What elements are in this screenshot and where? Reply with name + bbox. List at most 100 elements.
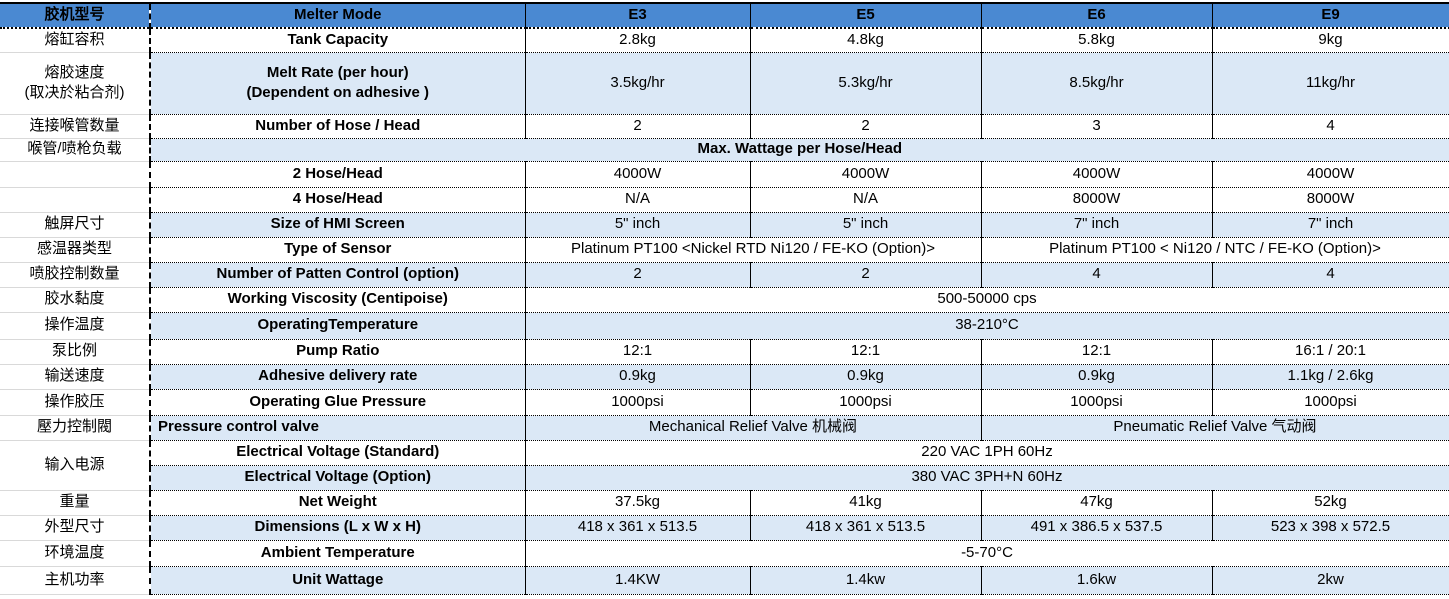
- model-header--e3-cell: E3: [525, 2, 751, 29]
- patten-control--en-label-cell: Number of Patten Control (option): [149, 262, 526, 288]
- melt-rate--e9-cell: 11kg/hr: [1212, 52, 1449, 115]
- number-of-hose-head-row: 连接喉管数量 Number of Hose / Head 2 2 3 4: [0, 114, 1449, 139]
- unit-wattage--e6-cell: 1.6kw: [981, 566, 1213, 595]
- wattage-4-hose-head--e6-cell: 8000W: [981, 187, 1213, 213]
- wattage-2-hose-head--e3-cell: 4000W: [525, 161, 751, 188]
- unit-wattage--e3-cell: 1.4KW: [525, 566, 751, 595]
- sensor-type--e6-cell: Platinum PT100 < Ni120 / NTC / FE-KO (Op…: [981, 237, 1449, 263]
- cell-line: 熔胶速度: [44, 63, 105, 81]
- wattage-2-hose-head--e6-cell: 4000W: [981, 161, 1213, 188]
- net-weight--e9-cell: 52kg: [1212, 490, 1449, 516]
- max-wattage--en-label-cell: Max. Wattage per Hose/Head: [149, 138, 1449, 162]
- electrical-voltage-standard-row: 输入电源 Electrical Voltage (Standard) 220 VAC…: [0, 440, 1449, 491]
- hmi-screen-size--e3-cell: 5" inch: [525, 212, 751, 238]
- net-weight--e3-cell: 37.5kg: [525, 490, 751, 516]
- melt-rate--e3-cell: 3.5kg/hr: [525, 52, 751, 115]
- pump-ratio--cn-label-cell: 泵比例: [0, 339, 150, 365]
- patten-control--e9-cell: 4: [1212, 262, 1449, 288]
- dimensions--e9-cell: 523 x 398 x 572.5: [1212, 515, 1449, 541]
- patten-control--e5-cell: 2: [750, 262, 982, 288]
- pressure-control-valve--en-label-cell: Pressure control valve: [149, 415, 526, 441]
- pump-ratio--e9-cell: 16:1 / 20:1: [1212, 339, 1449, 365]
- operating-temperature--cn-label-cell: 操作温度: [0, 312, 150, 340]
- operating-glue-pressure--e6-cell: 1000psi: [981, 389, 1213, 416]
- ambient-temperature--cn-label-cell: 环境温度: [0, 540, 150, 567]
- electrical-voltage-option--en-label-cell: Electrical Voltage (Option): [149, 465, 526, 491]
- dimensions--e5-cell: 418 x 361 x 513.5: [750, 515, 982, 541]
- operating-temperature-row: 操作温度 OperatingTemperature 38-210°C: [0, 312, 1449, 340]
- wattage-2-hose-head--e5-cell: 4000W: [750, 161, 982, 188]
- patten-control--e6-cell: 4: [981, 262, 1213, 288]
- model-header--e9-cell: E9: [1212, 2, 1449, 29]
- hmi-screen-size--en-label-cell: Size of HMI Screen: [149, 212, 526, 238]
- net-weight--e5-cell: 41kg: [750, 490, 982, 516]
- hmi-screen-size-row: 触屏尺寸 Size of HMI Screen 5" inch 5" inch 7" i…: [0, 212, 1449, 238]
- model-header--cn-label-cell: 胶机型号: [0, 2, 150, 29]
- unit-wattage-row: 主机功率 Unit Wattage 1.4KW 1.4kw 1.6kw 2kw: [0, 566, 1449, 595]
- max-wattage--cn-label-cell: 喉管/喷枪负载: [0, 138, 150, 162]
- operating-glue-pressure--e9-cell: 1000psi: [1212, 389, 1449, 416]
- wattage-4-hose-head--cn-label-cell: [0, 187, 150, 213]
- melt-rate-row: 熔胶速度 (取决於粘合剂) Melt Rate (per hour) (Depende…: [0, 52, 1449, 115]
- adhesive-delivery-rate--e3-cell: 0.9kg: [525, 364, 751, 390]
- patten-control--cn-label-cell: 喷胶控制数量: [0, 262, 150, 288]
- sensor-type--en-label-cell: Type of Sensor: [149, 237, 526, 263]
- number-of-hose-head--en-label-cell: Number of Hose / Head: [149, 114, 526, 139]
- tank-capacity--cn-label-cell: 熔缸容积: [0, 28, 150, 53]
- adhesive-delivery-rate--e9-cell: 1.1kg / 2.6kg: [1212, 364, 1449, 390]
- dimensions-row: 外型尺寸 Dimensions (L x W x H) 418 x 361 x 51…: [0, 515, 1449, 541]
- operating-glue-pressure-row: 操作胶压 Operating Glue Pressure 1000psi 1000ps…: [0, 389, 1449, 416]
- electrical-voltage-option--e3-cell: 380 VAC 3PH+N 60Hz: [525, 465, 1449, 491]
- wattage-2-hose-head--cn-label-cell: [0, 161, 150, 188]
- melt-rate--en-label-cell: Melt Rate (per hour) (Dependent on adhesi…: [149, 52, 526, 115]
- number-of-hose-head--e6-cell: 3: [981, 114, 1213, 139]
- net-weight--e6-cell: 47kg: [981, 490, 1213, 516]
- pump-ratio--en-label-cell: Pump Ratio: [149, 339, 526, 365]
- sensor-type--e3-cell: Platinum PT100 <Nickel RTD Ni120 / FE-KO…: [525, 237, 982, 263]
- dimensions--cn-label-cell: 外型尺寸: [0, 515, 150, 541]
- operating-glue-pressure--en-label-cell: Operating Glue Pressure: [149, 389, 526, 416]
- net-weight--en-label-cell: Net Weight: [149, 490, 526, 516]
- hmi-screen-size--e9-cell: 7" inch: [1212, 212, 1449, 238]
- number-of-hose-head--e3-cell: 2: [525, 114, 751, 139]
- model-header-row: 胶机型号 Melter Mode E3 E5 E6 E9: [0, 2, 1449, 29]
- sensor-type-row: 感温器类型 Type of Sensor Platinum PT100 <Nicke…: [0, 237, 1449, 263]
- working-viscosity--e3-cell: 500-50000 cps: [525, 287, 1449, 313]
- number-of-hose-head--cn-label-cell: 连接喉管数量: [0, 114, 150, 139]
- adhesive-delivery-rate-row: 输送速度 Adhesive delivery rate 0.9kg 0.9kg 0.9k…: [0, 364, 1449, 390]
- max-wattage-row: 喉管/喷枪负载 Max. Wattage per Hose/Head: [0, 138, 1449, 162]
- pressure-control-valve--e3-cell: Mechanical Relief Valve 机械阀: [525, 415, 982, 441]
- wattage-4-hose-head--e3-cell: N/A: [525, 187, 751, 213]
- operating-glue-pressure--cn-label-cell: 操作胶压: [0, 389, 150, 416]
- patten-control-row: 喷胶控制数量 Number of Patten Control (option) 2…: [0, 262, 1449, 288]
- ambient-temperature--en-label-cell: Ambient Temperature: [149, 540, 526, 567]
- hmi-screen-size--e5-cell: 5" inch: [750, 212, 982, 238]
- wattage-2-hose-head--en-label-cell: 2 Hose/Head: [149, 161, 526, 188]
- melt-rate--cn-label-cell: 熔胶速度 (取决於粘合剂): [0, 52, 150, 115]
- working-viscosity-row: 胶水黏度 Working Viscosity (Centipoise) 500-50…: [0, 287, 1449, 313]
- tank-capacity--e9-cell: 9kg: [1212, 28, 1449, 53]
- adhesive-delivery-rate--e5-cell: 0.9kg: [750, 364, 982, 390]
- pressure-control-valve--e6-cell: Pneumatic Relief Valve 气动阀: [981, 415, 1449, 441]
- wattage-2-hose-head-row: 2 Hose/Head 4000W 4000W 4000W 4000W: [0, 161, 1449, 188]
- wattage-4-hose-head--e9-cell: 8000W: [1212, 187, 1449, 213]
- pressure-control-valve--cn-label-cell: 壓力控制閥: [0, 415, 150, 441]
- electrical-voltage-standard--cn-label-cell: 输入电源: [0, 440, 150, 491]
- tank-capacity--e3-cell: 2.8kg: [525, 28, 751, 53]
- melt-rate--e5-cell: 5.3kg/hr: [750, 52, 982, 115]
- model-header--en-label-cell: Melter Mode: [149, 2, 526, 29]
- tank-capacity-row: 熔缸容积 Tank Capacity 2.8kg 4.8kg 5.8kg 9kg: [0, 28, 1449, 53]
- tank-capacity--en-label-cell: Tank Capacity: [149, 28, 526, 53]
- dimensions--en-label-cell: Dimensions (L x W x H): [149, 515, 526, 541]
- operating-glue-pressure--e5-cell: 1000psi: [750, 389, 982, 416]
- pump-ratio--e6-cell: 12:1: [981, 339, 1213, 365]
- wattage-2-hose-head--e9-cell: 4000W: [1212, 161, 1449, 188]
- unit-wattage--e5-cell: 1.4kw: [750, 566, 982, 595]
- cell-line: (取决於粘合剂): [24, 84, 125, 101]
- ambient-temperature-row: 环境温度 Ambient Temperature -5-70°C: [0, 540, 1449, 567]
- adhesive-delivery-rate--e6-cell: 0.9kg: [981, 364, 1213, 390]
- pump-ratio-row: 泵比例 Pump Ratio 12:1 12:1 12:1 16:1 / 20:1: [0, 339, 1449, 365]
- pump-ratio--e5-cell: 12:1: [750, 339, 982, 365]
